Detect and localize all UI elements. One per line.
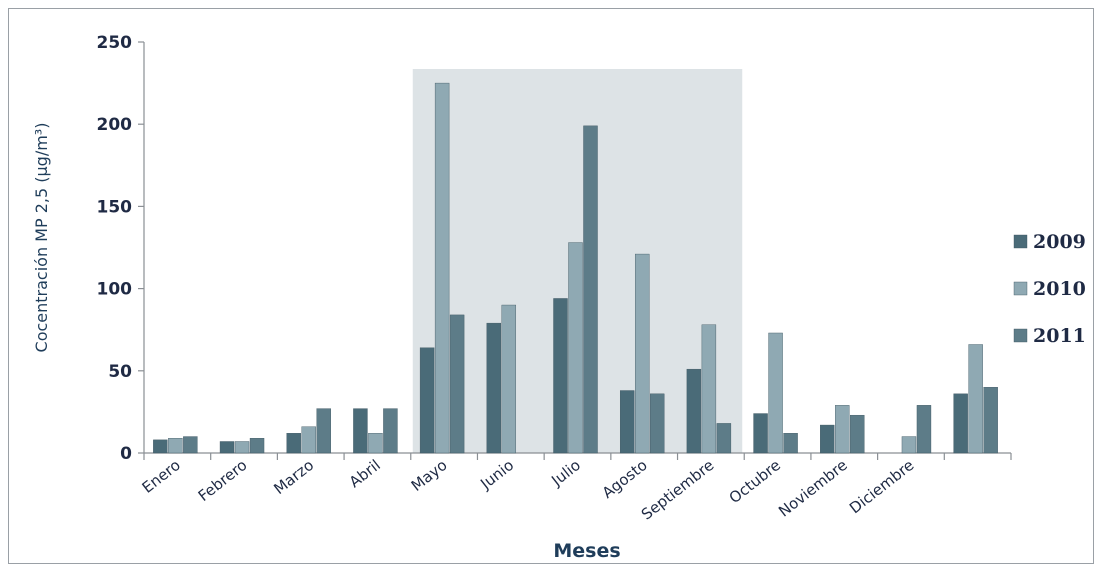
bar-2010 <box>835 405 850 454</box>
bar-2011 <box>983 387 998 454</box>
bar-2009 <box>219 441 235 454</box>
bar-2009 <box>153 439 168 454</box>
bar-2009 <box>953 393 968 454</box>
bar-2009 <box>820 424 835 454</box>
bar-2009 <box>419 347 435 454</box>
bar-2010 <box>301 426 316 454</box>
y-tick-label: 50 <box>108 362 132 382</box>
bar-2010 <box>501 304 517 454</box>
legend-swatch-2011 <box>1013 328 1028 343</box>
x-category-label: Septiembre <box>638 456 717 524</box>
chart-frame: 0 50 100 150 200 250 Enero Febrero Marzo Abril May… <box>8 8 1094 564</box>
bar-2011 <box>649 393 665 454</box>
bar-2011 <box>183 436 198 454</box>
x-category-label: Diciembre <box>846 456 917 517</box>
x-category-label: Enero <box>139 456 184 497</box>
bar-2009 <box>686 368 702 454</box>
x-category-label: Noviembre <box>775 456 851 521</box>
bar-2009 <box>286 433 301 454</box>
x-axis-title: Meses <box>553 540 620 562</box>
x-category-label: Octubre <box>726 456 784 507</box>
bar-2009 <box>553 298 568 454</box>
x-category-label: Febrero <box>195 456 251 505</box>
x-category-label: Julio <box>547 456 584 490</box>
x-category-label: Marzo <box>270 456 317 498</box>
legend-label-2009: 2009 <box>1033 231 1086 253</box>
bar-2010 <box>768 332 783 454</box>
bar-2011 <box>716 423 732 454</box>
bar-2010 <box>701 324 717 454</box>
legend-swatch-2009 <box>1013 234 1028 249</box>
x-category-label: Agosto <box>599 456 651 502</box>
bar-2010 <box>901 436 917 454</box>
legend-label-2011: 2011 <box>1033 325 1086 347</box>
bar-2010 <box>234 441 250 454</box>
y-tick-label: 0 <box>120 444 132 464</box>
bar-2010 <box>368 433 383 454</box>
bar-2010 <box>168 438 183 454</box>
bar-2011 <box>850 414 865 454</box>
bar-2011 <box>383 408 398 454</box>
bar-2009 <box>353 408 368 454</box>
y-axis-title: Cocentración MP 2,5 (µg/m³) <box>32 123 51 353</box>
bar-2011 <box>249 438 265 454</box>
x-category-label: Junio <box>476 456 517 493</box>
y-tick-label: 200 <box>97 115 133 135</box>
bar-2011 <box>316 408 331 454</box>
y-tick-label: 250 <box>97 33 133 53</box>
bar-2011 <box>583 125 598 454</box>
bar-2010 <box>634 253 650 454</box>
legend-label-2010: 2010 <box>1033 278 1086 300</box>
bar-2011 <box>783 433 798 454</box>
bar-2010 <box>434 82 450 454</box>
legend: 2009 2010 2011 <box>1013 231 1086 347</box>
x-category-label: Abril <box>346 456 384 491</box>
bar-2011 <box>916 405 932 454</box>
bar-2010 <box>968 344 983 454</box>
y-tick-label: 100 <box>97 280 133 300</box>
bar-chart: 0 50 100 150 200 250 Enero Febrero Marzo Abril May… <box>32 33 1086 562</box>
y-tick-label: 150 <box>97 197 133 217</box>
bar-2011 <box>449 314 465 454</box>
bar-2009 <box>619 390 635 454</box>
bar-2009 <box>486 322 502 454</box>
x-category-label: Mayo <box>408 456 451 495</box>
bar-2009 <box>753 413 768 454</box>
bar-2010 <box>568 242 583 454</box>
legend-swatch-2010 <box>1013 281 1028 296</box>
bar-layer <box>153 82 998 454</box>
